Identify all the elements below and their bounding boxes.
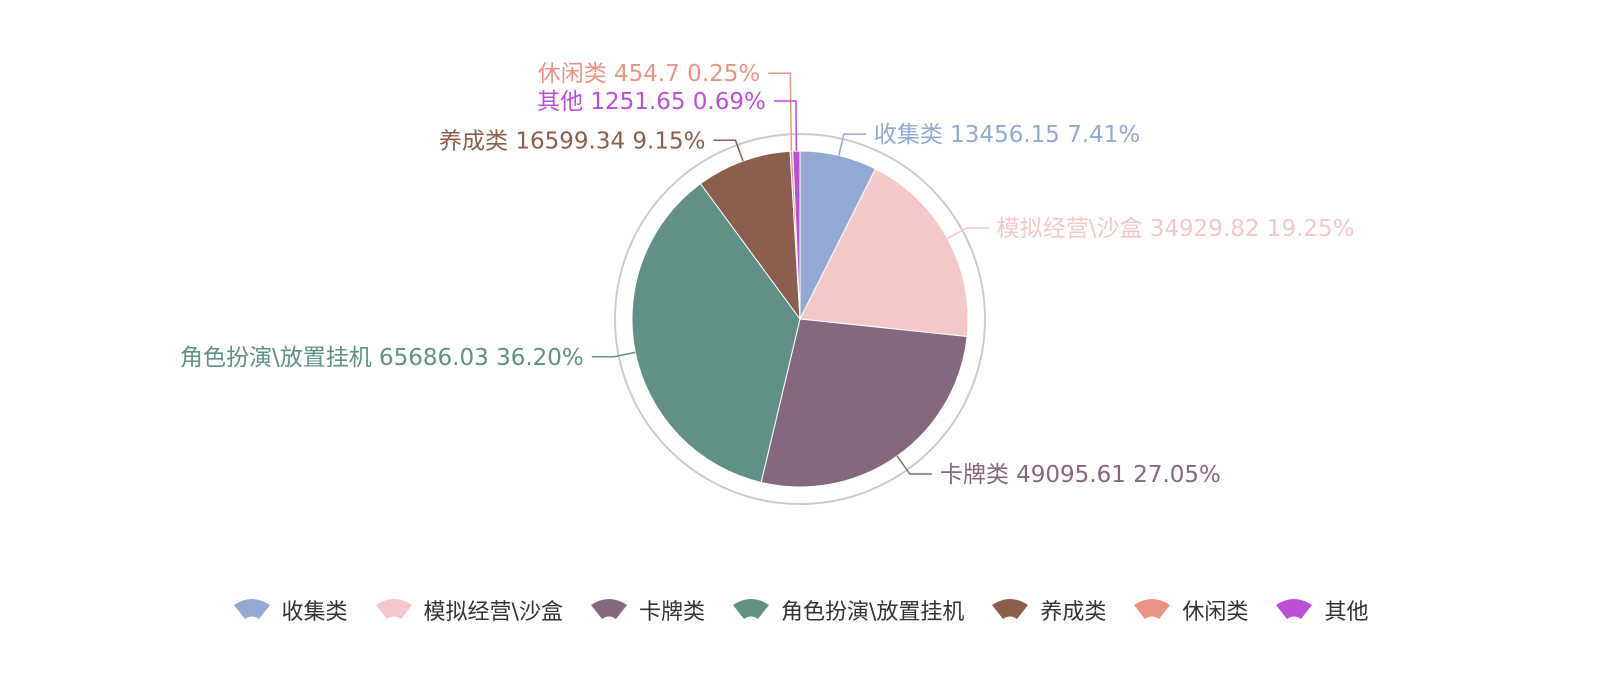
- legend-item-5[interactable]: 休闲类: [1132, 594, 1248, 626]
- legend-item-3[interactable]: 角色扮演\放置挂机: [731, 594, 964, 626]
- legend-label: 养成类: [1040, 600, 1107, 625]
- pie-chart: 收集类 13456.15 7.41% 模拟经营\沙盒 34929.82 19.25…: [180, 61, 1355, 505]
- pie-slice-6[interactable]: [792, 150, 801, 320]
- leader-line-6: [773, 100, 798, 152]
- slice-labels: 收集类 13456.15 7.41% 模拟经营\沙盒 34929.82 19.25…: [180, 61, 1355, 488]
- slice-label-2: 卡牌类 49095.61 27.05%: [940, 462, 1221, 488]
- legend-fan-icon: [375, 599, 412, 619]
- legend-item-0[interactable]: 收集类: [232, 594, 348, 626]
- leader-line-5: [768, 72, 793, 152]
- legend-item-2[interactable]: 卡牌类: [589, 594, 705, 626]
- legend-item-4[interactable]: 养成类: [990, 594, 1106, 626]
- slice-label-4: 养成类 16599.34 9.15%: [439, 128, 705, 154]
- leader-line-4: [713, 139, 744, 162]
- legend-fan-icon: [732, 599, 769, 619]
- slice-label-6: 其他 1251.65 0.69%: [537, 89, 766, 115]
- slice-label-1: 模拟经营\沙盒 34929.82 19.25%: [997, 216, 1355, 242]
- outer-ring: [614, 133, 986, 505]
- pie-slice-1[interactable]: [799, 168, 969, 338]
- legend-fan-icon: [992, 599, 1029, 619]
- legend-fan-icon: [233, 599, 270, 619]
- pie-slice-2[interactable]: [760, 318, 968, 488]
- legend-label: 角色扮演\放置挂机: [780, 600, 965, 625]
- legend-label: 收集类: [281, 600, 348, 625]
- legend-item-1[interactable]: 模拟经营\沙盒: [374, 594, 563, 626]
- leader-line-0: [838, 133, 866, 156]
- leader-line-2: [896, 455, 932, 475]
- slice-label-0: 收集类 13456.15 7.41%: [874, 122, 1140, 148]
- pie-slice-4[interactable]: [699, 150, 801, 321]
- slice-label-5: 休闲类 454.7 0.25%: [538, 61, 761, 87]
- legend-fan-icon: [590, 599, 627, 619]
- legend: 收集类 模拟经营\沙盒 卡牌类 角色扮演\放置挂机 养成类 休闲类 其他: [0, 588, 1600, 632]
- legend-fan-icon: [1276, 599, 1313, 619]
- label-leader-lines: [591, 72, 989, 475]
- legend-fan-icon: [1134, 599, 1171, 619]
- legend-label: 休闲类: [1182, 600, 1249, 625]
- legend-item-6[interactable]: 其他: [1274, 594, 1368, 626]
- pie-slices: [631, 150, 969, 488]
- leader-line-1: [947, 227, 989, 240]
- legend-label: 卡牌类: [638, 600, 705, 625]
- leader-line-3: [591, 351, 636, 358]
- slice-label-3: 角色扮演\放置挂机 65686.03 36.20%: [180, 345, 584, 371]
- legend-label: 模拟经营\沙盒: [423, 600, 563, 625]
- legend-label: 其他: [1324, 600, 1369, 625]
